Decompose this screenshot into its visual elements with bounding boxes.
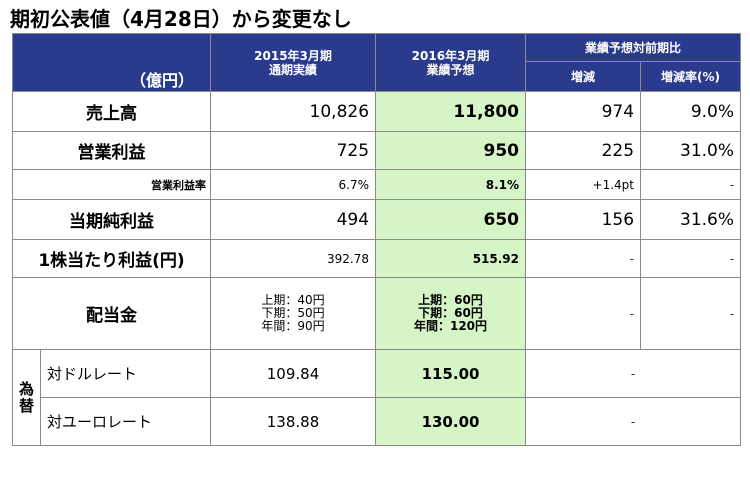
unit-label: （億円）	[11, 33, 212, 92]
cell-net-income-forecast: 650	[375, 199, 527, 240]
fx-side-char-1: 為	[18, 379, 34, 398]
fx-side-char-2: 替	[18, 396, 34, 415]
header-forecast: 2016年3月期 業績予想	[375, 33, 527, 92]
dividend-actual-year: 年間：90円	[261, 319, 325, 333]
header-row-1: （億円） 2015年3月期 通期実績 2016年3月期 業績予想 業績予想対前期…	[11, 33, 742, 92]
cell-sales-forecast: 11,800	[375, 91, 527, 132]
cell-fx-usd-forecast: 115.00	[375, 349, 527, 398]
table-row-net-income: 当期純利益 494 650 156 31.6%	[11, 199, 742, 240]
cell-sales-change: 974	[525, 91, 642, 132]
dividend-forecast-h1: 上期：60円	[418, 293, 483, 307]
header-row-2: 増減 増減率(%)	[13, 61, 742, 92]
financial-forecast-table: （億円） 2015年3月期 通期実績 2016年3月期 業績予想 業績予想対前期…	[11, 33, 742, 446]
cell-eps-change: -	[525, 239, 642, 278]
dividend-forecast-h2: 下期：60円	[418, 306, 483, 320]
cell-dividend-forecast: 上期：60円 下期：60円 年間：120円	[375, 277, 527, 350]
cell-op-margin-forecast: 8.1%	[375, 169, 527, 200]
table-row-sales: 売上高 10,826 11,800 974 9.0%	[11, 91, 742, 132]
row-label-fx-usd: 対ドルレート	[39, 349, 212, 398]
cell-net-income-actual: 494	[210, 199, 377, 240]
fx-side-label: 為 替	[12, 349, 41, 446]
table-row-fx-eur: 対ユーロレート 138.88 130.00 -	[13, 397, 742, 446]
cell-eps-rate: -	[640, 239, 742, 278]
cell-fx-usd-compare: -	[525, 349, 742, 398]
cell-op-margin-actual: 6.7%	[210, 169, 377, 200]
row-label-fx-eur: 対ユーロレート	[39, 397, 212, 446]
cell-net-income-rate: 31.6%	[640, 199, 742, 240]
cell-op-income-change: 225	[525, 131, 642, 170]
cell-net-income-change: 156	[525, 199, 642, 240]
cell-op-income-forecast: 950	[375, 131, 527, 170]
cell-sales-rate: 9.0%	[640, 91, 742, 132]
page-title: 期初公表値（4月28日）から変更なし	[10, 7, 352, 31]
table-row-dividend: 配当金 上期：40円 下期：50円 年間：90円 上期：60円 下期：60円 年…	[11, 277, 742, 350]
row-label-op-margin: 営業利益率	[11, 169, 212, 200]
cell-sales-actual: 10,826	[210, 91, 377, 132]
dividend-actual-h1: 上期：40円	[261, 293, 325, 307]
cell-fx-eur-actual: 138.88	[210, 397, 377, 446]
cell-op-income-rate: 31.0%	[640, 131, 742, 170]
cell-op-income-actual: 725	[210, 131, 377, 170]
cell-fx-eur-forecast: 130.00	[375, 397, 527, 446]
header-change: 増減	[525, 61, 642, 92]
header-actual-line2: 通期実績	[269, 62, 318, 77]
table-row-fx-usd: 為 替 対ドルレート 109.84 115.00 -	[12, 349, 742, 446]
row-label-net-income: 当期純利益	[11, 199, 212, 240]
row-label-eps: 1株当たり利益(円)	[11, 239, 212, 278]
cell-dividend-rate: -	[640, 277, 742, 350]
dividend-forecast-year: 年間：120円	[413, 319, 488, 333]
header-forecast-line2: 業績予想	[426, 62, 475, 77]
dividend-actual-h2: 下期：50円	[261, 306, 325, 320]
table-row-op-margin: 営業利益率 6.7% 8.1% +1.4pt -	[11, 169, 742, 200]
cell-op-margin-change: +1.4pt	[525, 169, 642, 200]
table-row-op-income: 営業利益 725 950 225 31.0%	[11, 131, 742, 170]
cell-fx-eur-compare: -	[525, 397, 742, 446]
header-change-rate: 増減率(%)	[640, 61, 742, 92]
cell-eps-actual: 392.78	[210, 239, 377, 278]
cell-dividend-change: -	[525, 277, 642, 350]
cell-op-margin-rate: -	[640, 169, 742, 200]
row-label-dividend: 配当金	[11, 277, 212, 350]
table-row-eps: 1株当たり利益(円) 392.78 515.92 - -	[11, 239, 742, 278]
header-compare: 業績予想対前期比	[525, 33, 742, 62]
cell-fx-usd-actual: 109.84	[210, 349, 377, 398]
row-label-op-income: 営業利益	[11, 131, 212, 170]
header-actual: 2015年3月期 通期実績	[210, 33, 377, 92]
cell-eps-forecast: 515.92	[375, 239, 527, 278]
row-label-sales: 売上高	[11, 91, 212, 132]
header-actual-line1: 2015年3月期	[254, 48, 332, 63]
cell-dividend-actual: 上期：40円 下期：50円 年間：90円	[210, 277, 377, 350]
header-forecast-line1: 2016年3月期	[411, 48, 490, 63]
